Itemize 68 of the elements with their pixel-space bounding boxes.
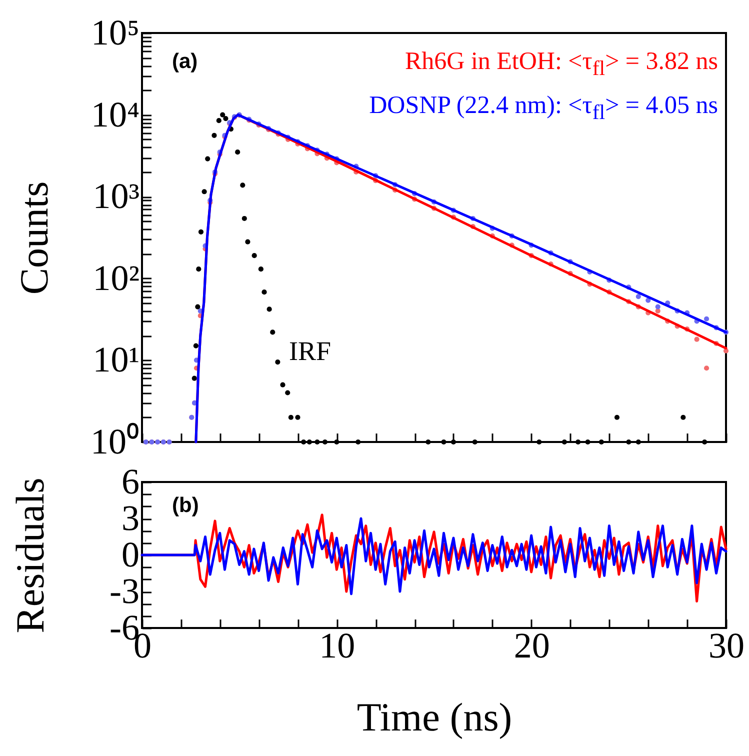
point [212,132,217,138]
point [220,112,226,118]
point [270,330,276,335]
point [450,439,456,445]
point [314,439,320,445]
point [193,343,198,348]
point [306,439,312,445]
y-tick-label: 10⁴ [90,94,140,134]
point [334,439,340,445]
point [598,439,604,445]
point [626,439,632,445]
point [216,118,222,124]
point [704,366,710,371]
y-tick-label: 10¹ [92,340,140,380]
point [536,439,542,445]
annotation: (b) [172,494,199,517]
point [280,382,286,388]
x-tick-label: 20 [514,626,550,666]
point [275,359,280,365]
point [636,439,641,445]
point [562,439,567,445]
point [655,304,660,310]
point [285,390,290,396]
point [240,182,246,188]
point [636,294,641,300]
annotation: (a) [172,50,198,73]
annotation: IRF [289,336,332,366]
point [202,189,207,194]
text: Rh6G in EtOH: <τ$_{fl}$> = 3.82 ns [404,47,718,82]
point [205,156,210,162]
point [235,150,240,155]
y-tick-label: 10⁵ [90,12,140,52]
point [680,414,686,420]
point [614,414,620,420]
point [245,239,250,244]
point [472,439,478,445]
point [262,290,267,295]
point [356,439,361,445]
point [576,439,581,445]
y-axis-title: Counts [12,181,56,295]
point [704,316,710,322]
point [655,308,660,314]
point [295,414,300,420]
point [426,439,431,445]
y-axis-title: Residuals [8,478,53,634]
y-tick-label: 10⁰ [90,422,140,462]
point [252,253,257,258]
point [195,304,200,310]
point [322,439,328,445]
y-tick-label: 10³ [92,176,140,216]
x-tick-label: 10 [319,626,356,666]
point [694,336,700,342]
point [301,439,306,445]
point [198,229,204,234]
point [585,439,590,445]
point [192,376,197,381]
point [196,266,202,272]
point [441,439,446,445]
point [223,116,228,122]
x-axis-title: Time (ns) [356,694,512,740]
series-label: DOSNP (22.4 nm): <τ$_{fl}$> = 4.05 ns [369,91,718,126]
point [266,306,272,312]
x-tick-label: 30 [708,626,744,666]
y-tick-label: 10² [92,258,140,298]
point [258,266,264,272]
point [242,216,247,222]
point [702,439,708,445]
point [288,414,294,420]
